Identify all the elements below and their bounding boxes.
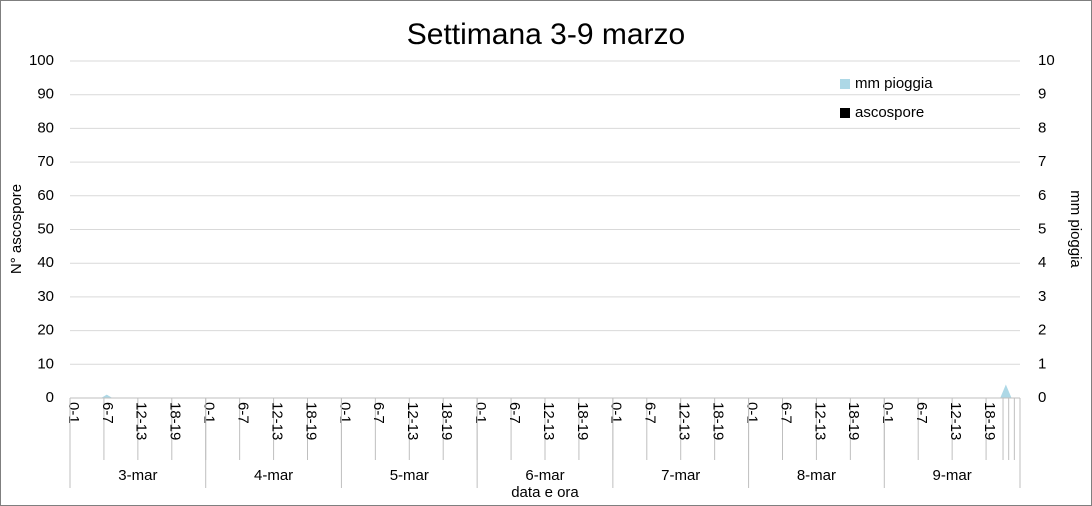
x-tick-label: 12-13 — [811, 402, 828, 440]
y-tick-label: 60 — [37, 187, 54, 204]
y-tick-label: 20 — [37, 322, 54, 339]
x-tick-label: 12-13 — [676, 402, 693, 440]
y-tick-label: 10 — [37, 355, 54, 372]
x-tick-label: 18-19 — [167, 402, 184, 440]
y-tick-label: 100 — [29, 52, 54, 69]
y2-tick-label: 3 — [1038, 288, 1046, 305]
legend-label: ascospore — [855, 104, 924, 121]
x-tick-label: 18-19 — [710, 402, 727, 440]
group-label: 7-mar — [661, 467, 700, 484]
y-tick-label: 70 — [37, 153, 54, 170]
group-label: 3-mar — [118, 467, 157, 484]
y2-tick-label: 6 — [1038, 187, 1046, 204]
x-axis-title: data e ora — [511, 484, 579, 501]
y2-tick-label: 4 — [1038, 254, 1046, 271]
x-tick-label: 18-19 — [981, 402, 998, 440]
x-tick-label: 6-7 — [506, 402, 523, 424]
x-tick-label: 6-7 — [913, 402, 930, 424]
chart-title: Settimana 3-9 marzo — [407, 18, 685, 51]
x-tick-label: 12-13 — [404, 402, 421, 440]
y2-tick-label: 5 — [1038, 220, 1046, 237]
x-tick-label: 18-19 — [438, 402, 455, 440]
y-tick-label: 40 — [37, 254, 54, 271]
legend-marker — [840, 79, 850, 89]
x-tick-label: 0-1 — [201, 402, 218, 424]
y2-tick-label: 10 — [1038, 52, 1055, 69]
x-tick-label: 18-19 — [302, 402, 319, 440]
y-tick-label: 50 — [37, 220, 54, 237]
y2-tick-label: 2 — [1038, 322, 1046, 339]
x-tick-label: 0-1 — [472, 402, 489, 424]
x-tick-label: 12-13 — [268, 402, 285, 440]
y2-tick-label: 9 — [1038, 86, 1046, 103]
y2-tick-label: 7 — [1038, 153, 1046, 170]
y-tick-label: 90 — [37, 86, 54, 103]
x-tick-label: 12-13 — [947, 402, 964, 440]
y-axis-title: N° ascospore — [8, 184, 25, 274]
x-tick-label: 18-19 — [845, 402, 862, 440]
x-tick-label: 0-1 — [608, 402, 625, 424]
y2-tick-label: 8 — [1038, 119, 1046, 136]
legend-label: mm pioggia — [855, 75, 933, 92]
x-tick-label: 0-1 — [743, 402, 760, 424]
x-tick-label: 12-13 — [133, 402, 150, 440]
x-tick-label: 0-1 — [65, 402, 82, 424]
group-label: 5-mar — [390, 467, 429, 484]
group-label: 4-mar — [254, 467, 293, 484]
x-tick-label: 6-7 — [99, 402, 116, 424]
y2-tick-label: 0 — [1038, 389, 1046, 406]
y-tick-label: 30 — [37, 288, 54, 305]
x-tick-label: 0-1 — [879, 402, 896, 424]
y-tick-label: 80 — [37, 119, 54, 136]
legend-marker — [840, 108, 850, 118]
group-label: 9-mar — [933, 467, 972, 484]
x-tick-label: 6-7 — [642, 402, 659, 424]
y2-tick-label: 1 — [1038, 355, 1046, 372]
y2-axis-title: mm pioggia — [1067, 190, 1084, 268]
group-label: 8-mar — [797, 467, 836, 484]
x-tick-label: 18-19 — [574, 402, 591, 440]
y-tick-label: 0 — [46, 389, 54, 406]
x-tick-label: 0-1 — [336, 402, 353, 424]
x-tick-label: 12-13 — [540, 402, 557, 440]
x-tick-label: 6-7 — [777, 402, 794, 424]
group-label: 6-mar — [525, 467, 564, 484]
x-tick-label: 6-7 — [235, 402, 252, 424]
x-tick-label: 6-7 — [370, 402, 387, 424]
